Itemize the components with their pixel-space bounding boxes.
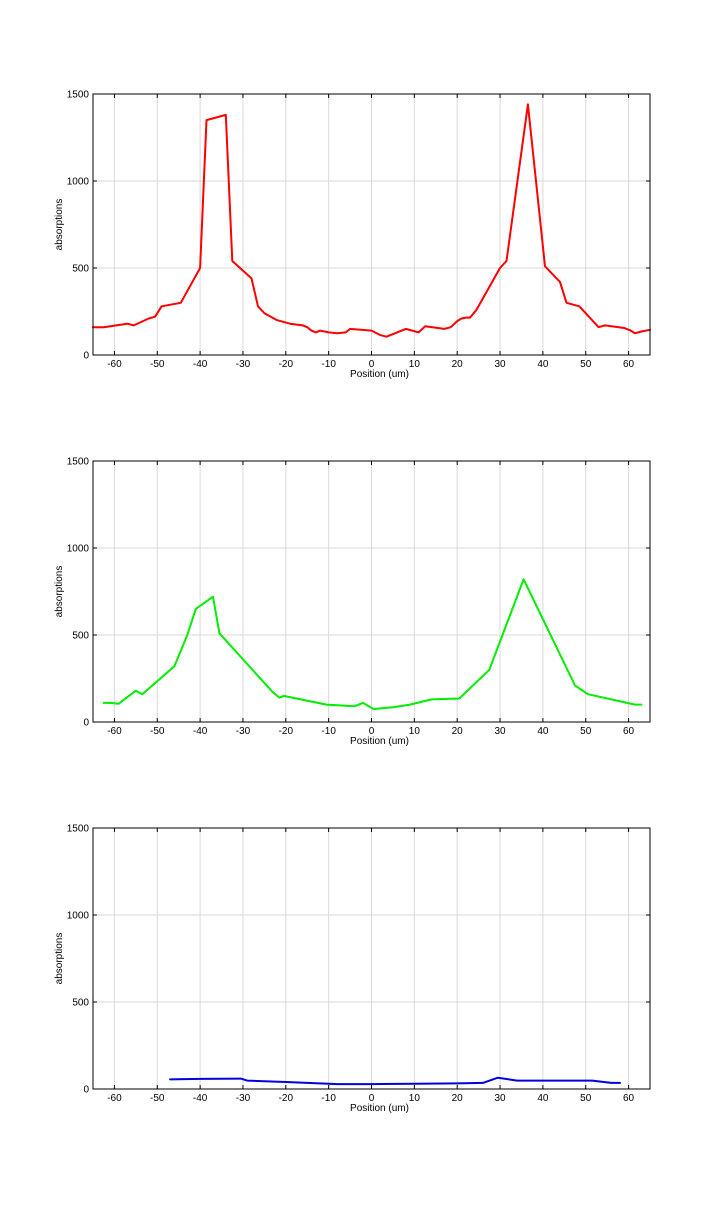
y-tick-label: 500: [72, 631, 89, 642]
x-tick-label: -50: [150, 359, 165, 370]
x-tick-label: 20: [452, 726, 464, 737]
x-tick-label: -60: [107, 1093, 122, 1104]
x-tick-label: 0: [369, 1093, 375, 1104]
x-tick-label: 50: [580, 726, 592, 737]
series-line-1: [169, 1076, 621, 1086]
y-axis-label: absorptions: [54, 566, 65, 618]
x-tick-label: 60: [623, 1093, 635, 1104]
x-tick-label: -30: [236, 359, 251, 370]
x-tick-label: -50: [150, 726, 165, 737]
x-tick-label: 30: [494, 359, 506, 370]
x-tick-label: 10: [409, 359, 421, 370]
chart-1: -60 -50 -40 -30 -20 -10 0 10 20 30 40 50 60 0 500 1000 1…: [54, 90, 651, 380]
x-tick-label: -20: [279, 726, 294, 737]
x-tick-label: -10: [321, 726, 336, 737]
series-line-1: [102, 578, 643, 710]
y-tick-label: 1500: [67, 90, 90, 101]
x-tick-label: 30: [494, 726, 506, 737]
x-tick-label: 50: [580, 1093, 592, 1104]
x-tick-label: -20: [279, 359, 294, 370]
x-tick-label: 60: [623, 359, 635, 370]
x-tick-label: -60: [107, 359, 122, 370]
x-tick-label: -40: [193, 1093, 208, 1104]
x-axis-label: Position (um): [350, 736, 409, 747]
x-tick-label: 10: [409, 1093, 421, 1104]
x-tick-label: 40: [537, 1093, 549, 1104]
x-tick-label: 0: [369, 726, 375, 737]
y-tick-label: 500: [72, 998, 89, 1009]
y-tick-label: 1000: [67, 177, 90, 188]
x-tick-label: 40: [537, 359, 549, 370]
y-axis-label: absorptions: [54, 199, 65, 251]
x-tick-label: -40: [193, 359, 208, 370]
chart-3: -60 -50 -40 -30 -20 -10 0 10 20 30 40 50 60 0 500 1000 1…: [54, 824, 651, 1114]
y-tick-label: 1000: [67, 544, 90, 555]
y-axis-label: absorptions: [54, 933, 65, 985]
y-tick-label: 0: [83, 351, 89, 362]
x-tick-label: -10: [321, 359, 336, 370]
x-tick-label: 20: [452, 1093, 464, 1104]
y-tick-label: 0: [83, 718, 89, 729]
x-tick-label: -30: [236, 726, 251, 737]
x-tick-label: 0: [369, 359, 375, 370]
x-tick-label: 60: [623, 726, 635, 737]
x-tick-label: 10: [409, 726, 421, 737]
x-tick-label: -60: [107, 726, 122, 737]
x-tick-label: 20: [452, 359, 464, 370]
x-tick-label: 50: [580, 359, 592, 370]
x-tick-label: 30: [494, 1093, 506, 1104]
y-tick-label: 0: [83, 1085, 89, 1096]
y-tick-label: 1500: [67, 457, 90, 468]
x-tick-label: -40: [193, 726, 208, 737]
y-tick-label: 500: [72, 264, 89, 275]
x-axis-label: Position (um): [350, 1103, 409, 1114]
y-tick-label: 1500: [67, 824, 90, 835]
x-axis-label: Position (um): [350, 369, 409, 380]
x-tick-label: -20: [279, 1093, 294, 1104]
x-tick-label: -30: [236, 1093, 251, 1104]
chart-2: -60 -50 -40 -30 -20 -10 0 10 20 30 40 50 60 0 500 1000 1…: [54, 457, 651, 747]
y-tick-label: 1000: [67, 911, 90, 922]
x-tick-label: -10: [321, 1093, 336, 1104]
x-tick-label: -50: [150, 1093, 165, 1104]
x-tick-label: 40: [537, 726, 549, 737]
series-line-1: [92, 103, 651, 338]
